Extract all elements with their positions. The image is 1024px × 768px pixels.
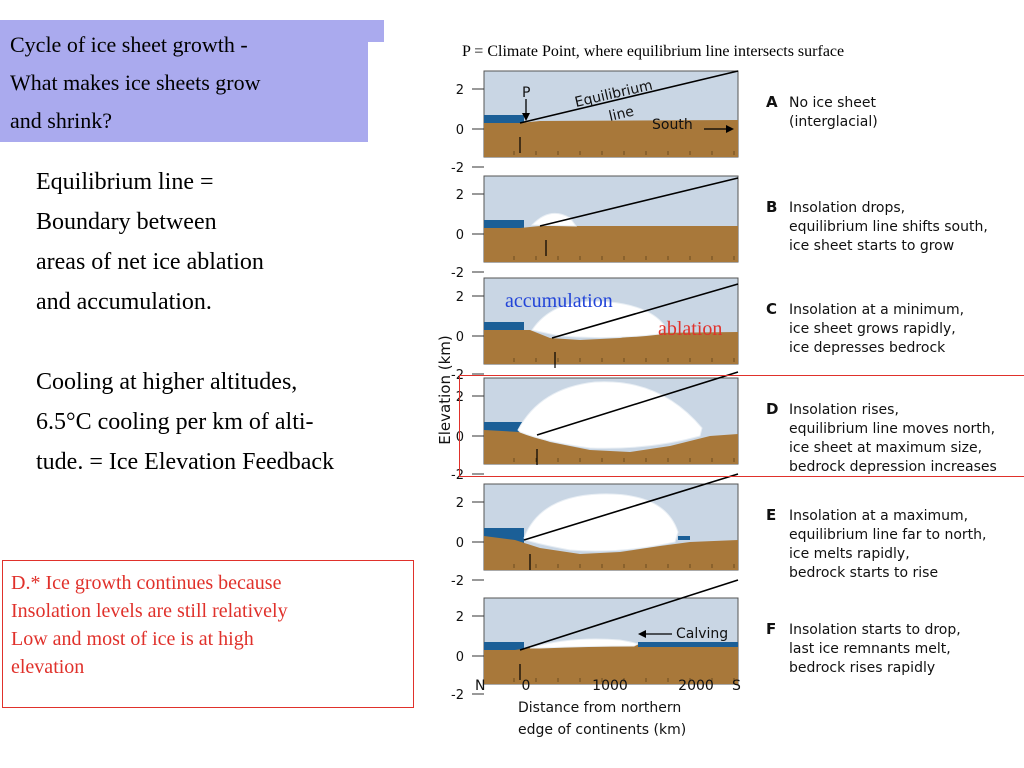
ice-sheet [529,638,640,649]
panel-description-line: Insolation drops, [789,200,905,216]
y-tick-label: -2 [451,574,464,589]
feedback-paragraph: Cooling at higher altitudes, 6.5°C cooli… [36,369,335,475]
land-area [484,226,738,262]
x-axis-label-line1: Distance from northern [518,700,681,716]
y-tick-label: 0 [456,536,464,551]
note-text: D.* Ice growth continues because Insolat… [11,572,288,678]
panel-e: 2 0 -2 E Insolation at a maximum, equilibrium… [451,473,986,589]
y-tick-label: -2 [451,266,464,281]
y-tick-label: 2 [456,83,464,98]
x-left-label: N [475,678,485,694]
y-tick-label: 0 [456,330,464,345]
panel-description-line: equilibrium line shifts south, [789,219,988,235]
calving-label: Calving [676,626,728,642]
equilibrium-line [539,177,739,227]
equilibrium-line [523,473,739,541]
melt-pool [678,536,690,540]
x-tick-label: 1000 [592,678,628,694]
panel-letter: A [766,93,778,111]
panel-letter: E [766,506,776,524]
body-text: Equilibrium line = Boundary between area… [36,162,476,482]
panel-description-line: No ice sheet [789,95,877,111]
slide-title: Cycle of ice sheet growth - What makes i… [10,32,261,133]
panel-a: 20-2A No ice sheet(interglacial)P Equilibr… [451,70,878,176]
panel-d: 20-2D Insolation rises,equilibrium line m… [451,371,997,483]
p-arrow-head [522,113,530,121]
panel-description-line: Insolation rises, [789,402,899,418]
figure-caption: P = Climate Point, where equilibrium lin… [462,43,845,60]
panel-description-line: bedrock starts to rise [789,565,938,581]
equilibrium-line [536,371,739,436]
y-tick-label: -2 [451,468,464,483]
panel-letter: C [766,300,777,318]
y-tick-label: 0 [456,650,464,665]
south-arrow-head [726,125,734,133]
y-tick-label: 0 [456,123,464,138]
panel-d-highlight [459,375,1024,477]
land-area [484,536,738,570]
definition-paragraph: Equilibrium line = Boundary between area… [36,169,264,315]
land-area [484,330,738,364]
panel-description-line: ice melts rapidly, [789,546,910,562]
ablation-label: ablation [658,318,723,340]
y-axis-label: Elevation (km) [436,335,454,444]
panel-f: 2 0 -2 F Insolation starts to drop, last ice … [451,579,961,703]
x-axis-label-line2: edge of continents (km) [518,722,686,738]
x-tick-label: 2000 [678,678,714,694]
ice-sheet-cycle-figure: 20-2A No ice sheet(interglacial)P Equilibr… [436,70,997,738]
south-label: South [652,117,693,133]
panel-description-line: ice sheet grows rapidly, [789,321,956,337]
x-right-label: S [732,678,741,694]
ice-sheet [531,300,666,339]
equilibrium-line [519,70,739,124]
panel-description-line: (interglacial) [789,114,878,130]
y-tick-label: 2 [456,188,464,203]
calving-arrow-head [638,630,646,638]
y-tick-label: 2 [456,290,464,305]
panel-letter: B [766,198,777,216]
panel-description-line: ice depresses bedrock [789,340,946,356]
panel-description-line: equilibrium line far to north, [789,527,986,543]
panel-description-line: bedrock rises rapidly [789,660,935,676]
accumulation-label: accumulation [505,290,613,312]
y-tick-label: 2 [456,610,464,625]
equilibrium-line [519,579,739,651]
title-box-tab [368,20,384,42]
y-tick-label: -2 [451,368,464,383]
panel-c: 2 0 -2 C Insolation at a minimum, ice sheet g… [451,277,964,383]
panel-description-line: Insolation at a minimum, [789,302,964,318]
panel-description-line: ice sheet starts to grow [789,238,954,254]
equilibrium-line [551,283,739,339]
title-box: Cycle of ice sheet growth - What makes i… [0,20,368,142]
panel-letter: D [766,400,778,418]
climate-point-label: P [522,85,530,101]
panel-description-line: bedrock depression increases [789,459,997,475]
calving-shelf [638,642,738,647]
panel-description-line: equilibrium line moves north, [789,421,995,437]
ice-sheet [523,493,679,552]
land-area [484,120,738,157]
panel-b: 2 0 -2 B Insolation drops, equilibrium line s… [451,175,988,281]
land-area [484,430,738,464]
y-tick-label: 0 [456,228,464,243]
panel-description-line: last ice remnants melt, [789,641,951,657]
y-tick-label: -2 [451,688,464,703]
panel-description-line: Insolation starts to drop, [789,622,961,638]
y-tick-label: 2 [456,496,464,511]
line-label: line [607,104,635,125]
x-tick-label: 0 [522,678,531,694]
panel-letter: F [766,620,776,638]
land-area [484,642,738,684]
panel-description-line: ice sheet at maximum size, [789,440,982,456]
note-box: D.* Ice growth continues because Insolat… [2,560,414,708]
panel-description-line: Insolation at a maximum, [789,508,968,524]
y-tick-label: -2 [451,161,464,176]
